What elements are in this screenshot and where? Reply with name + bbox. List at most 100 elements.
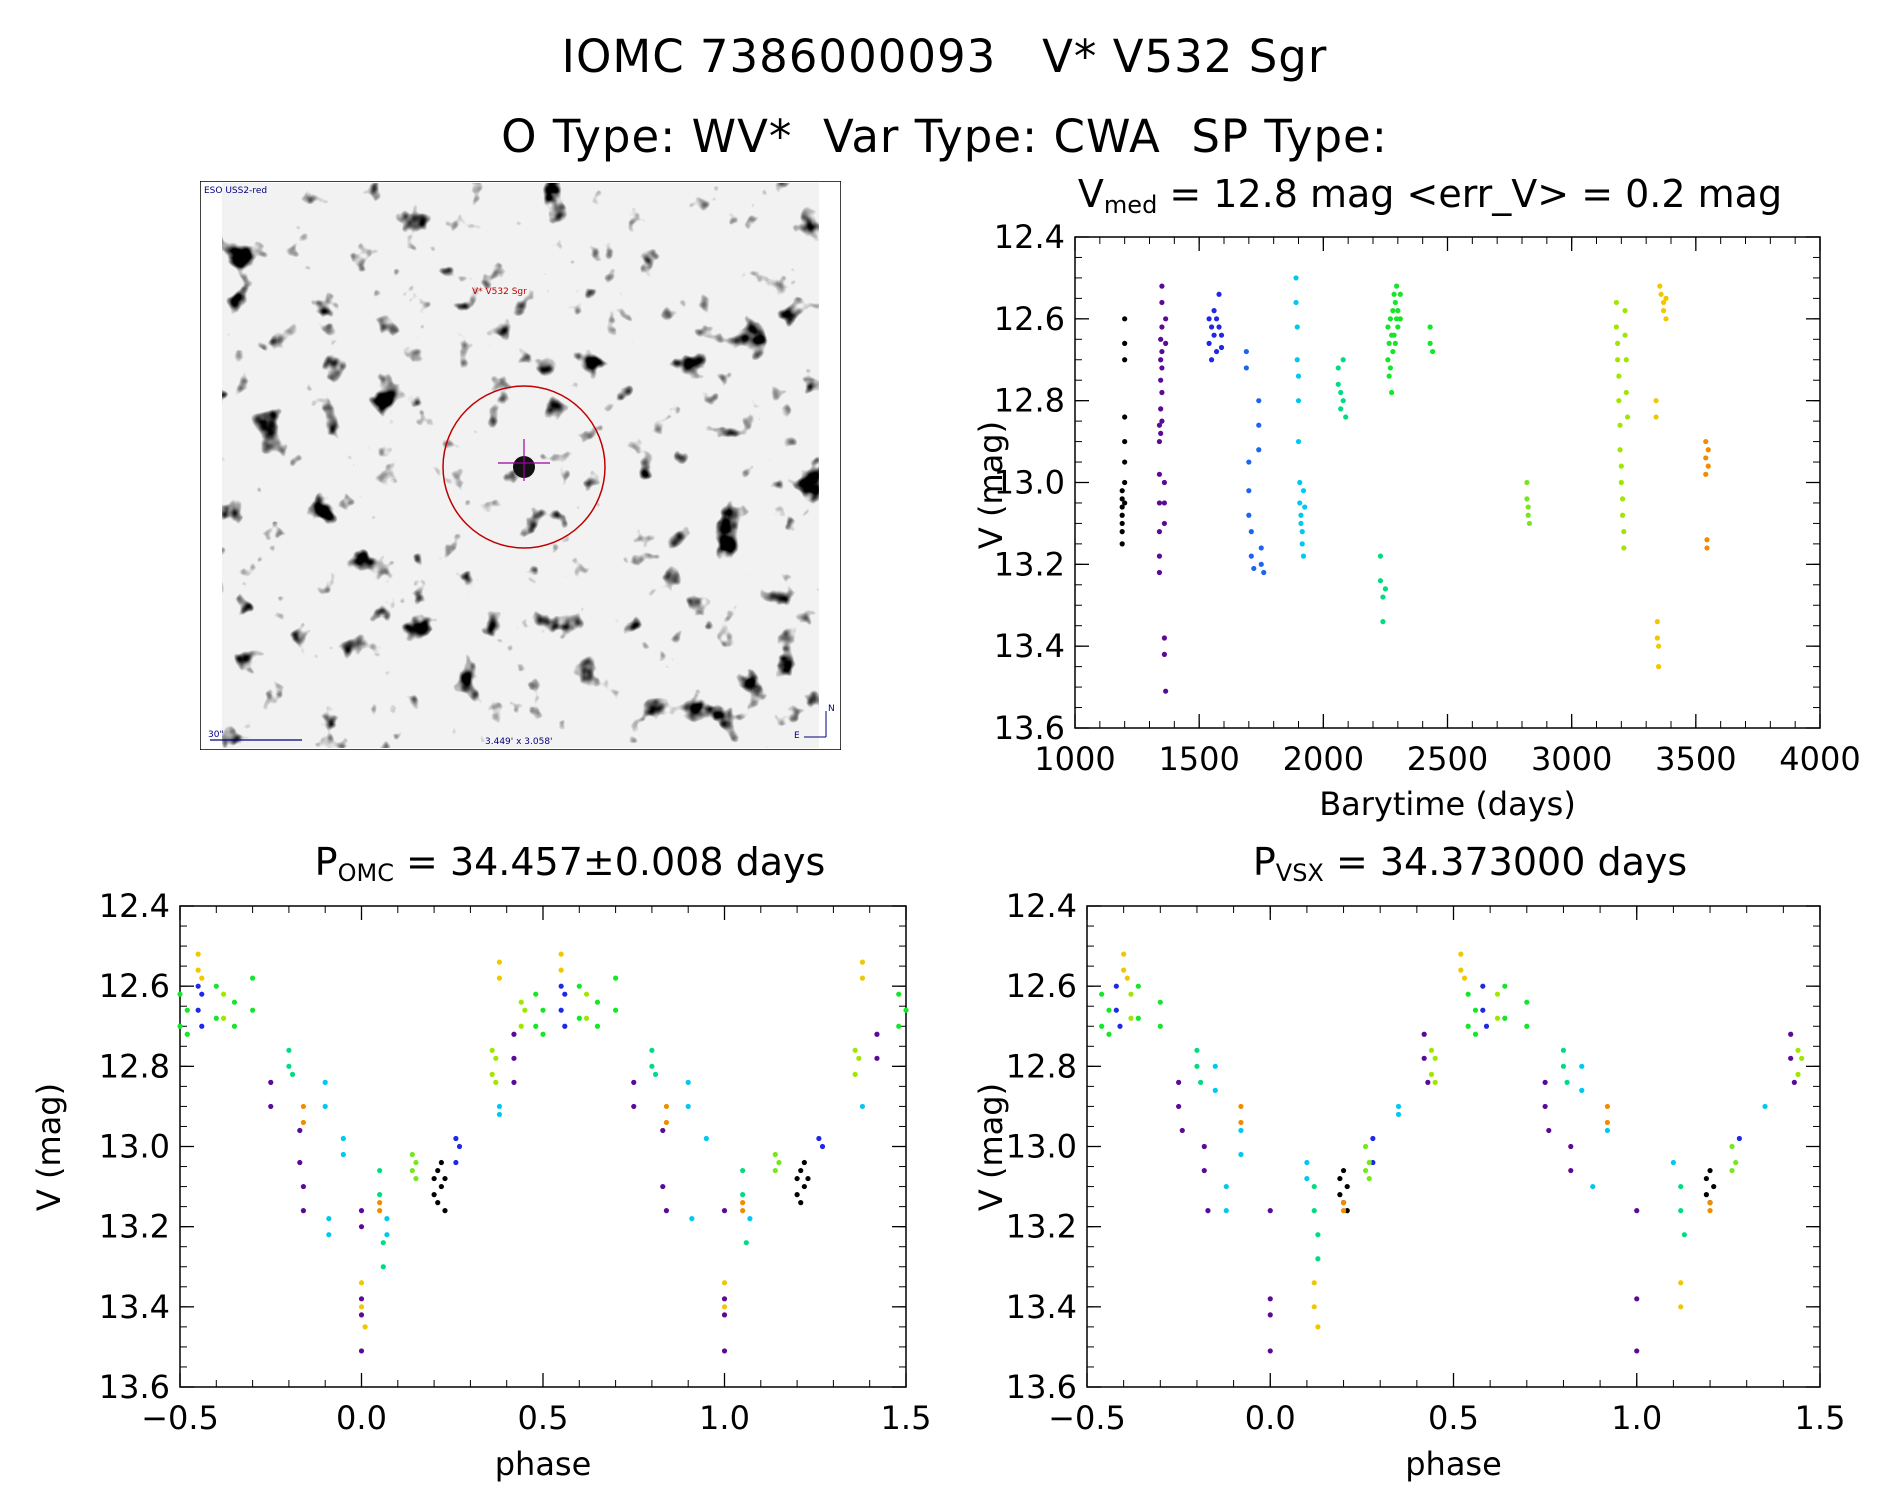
data-point <box>1579 1087 1585 1093</box>
data-point <box>1658 291 1664 297</box>
data-point <box>562 991 568 997</box>
y-tick-label: 12.8 <box>1006 1047 1077 1085</box>
data-point <box>1238 1127 1244 1134</box>
data-point <box>1176 1079 1182 1085</box>
data-point <box>300 1208 307 1214</box>
y-tick-label: 12.6 <box>99 967 170 1005</box>
data-point <box>1427 324 1433 330</box>
data-point <box>1542 1103 1548 1110</box>
data-point <box>1703 1192 1709 1198</box>
data-point <box>540 1031 546 1037</box>
data-point <box>1390 308 1396 314</box>
data-point <box>903 1007 909 1013</box>
data-point <box>1311 1183 1317 1190</box>
field-size-label: 3.449' x 3.058' <box>485 737 553 747</box>
x-tick-label: −0.5 <box>1048 1399 1126 1437</box>
x-tick-label: 1.5 <box>1795 1399 1846 1437</box>
data-point <box>1338 406 1344 412</box>
y-tick-label: 12.6 <box>994 300 1065 338</box>
x-tick-label: 3500 <box>1655 740 1736 778</box>
data-point <box>184 1007 190 1013</box>
data-point <box>1619 512 1626 518</box>
data-point <box>583 991 590 997</box>
data-point <box>1163 316 1169 322</box>
data-point <box>1156 422 1163 428</box>
data-point <box>297 1127 303 1134</box>
data-point <box>1461 975 1468 981</box>
data-point <box>852 1047 858 1053</box>
data-point <box>1158 406 1164 412</box>
data-point <box>1623 357 1629 363</box>
data-point <box>377 1200 383 1206</box>
data-point <box>1613 299 1619 306</box>
data-point <box>1707 1208 1713 1214</box>
data-point <box>1480 983 1486 989</box>
data-point <box>1390 348 1396 355</box>
data-point <box>195 951 201 957</box>
data-point <box>1678 1183 1684 1190</box>
data-point <box>1524 999 1530 1005</box>
data-point <box>195 983 201 989</box>
x-tick-label: 1.0 <box>1611 1399 1662 1437</box>
data-point <box>1362 1167 1369 1174</box>
data-point <box>1604 1103 1611 1110</box>
data-point <box>1297 500 1303 506</box>
data-point <box>1299 541 1305 547</box>
main-title: IOMC 7386000093 V* V532 Sgr <box>561 30 1328 83</box>
data-point <box>1362 1143 1369 1150</box>
data-point <box>1663 295 1669 301</box>
y-axis-label: V (mag) <box>972 1083 1010 1211</box>
x-tick-label: 1.0 <box>699 1399 750 1437</box>
x-tick-label: 0.0 <box>1245 1399 1296 1437</box>
plot-frame-1 <box>179 905 907 1388</box>
data-point <box>1568 1143 1574 1150</box>
data-point <box>1299 529 1305 535</box>
data-point <box>1208 324 1215 330</box>
data-point <box>1158 377 1164 383</box>
data-point <box>1223 1208 1229 1214</box>
data-point <box>1300 553 1307 559</box>
data-point <box>1206 340 1212 346</box>
x-axis-label: Barytime (days) <box>1319 785 1576 823</box>
data-point <box>1653 414 1659 420</box>
data-point <box>453 1135 459 1142</box>
data-point <box>1393 283 1400 289</box>
data-point <box>1119 529 1125 535</box>
plot-frame-2 <box>1086 905 1821 1388</box>
data-point <box>1380 594 1386 600</box>
data-point <box>322 1103 328 1110</box>
y-tick-label: 12.8 <box>99 1047 170 1085</box>
data-point <box>1238 1103 1244 1110</box>
data-point <box>1624 414 1631 420</box>
light-curve-title: Vmed = 12.8 mag <err_V> = 0.2 mag <box>1077 172 1783 219</box>
data-point <box>663 1208 670 1214</box>
data-point <box>1315 1232 1321 1238</box>
data-point <box>1729 1167 1735 1174</box>
data-point <box>1502 1015 1508 1021</box>
data-point <box>1122 414 1128 420</box>
data-point <box>1432 1079 1438 1085</box>
data-point <box>874 1055 880 1061</box>
y-tick-label: 13.6 <box>99 1368 170 1406</box>
data-point <box>1338 389 1344 396</box>
data-point <box>1494 991 1501 997</box>
data-point <box>1246 512 1252 518</box>
data-point <box>594 999 601 1005</box>
data-point <box>1546 1127 1552 1134</box>
data-point <box>1267 1208 1273 1214</box>
data-point <box>1258 545 1264 551</box>
data-point <box>1243 348 1249 355</box>
y-tick-label: 13.0 <box>99 1128 170 1166</box>
x-tick-label: 0.5 <box>1428 1399 1479 1437</box>
data-point <box>1099 1023 1105 1029</box>
data-point <box>1295 398 1302 404</box>
data-point <box>1494 1015 1501 1021</box>
data-point <box>1208 357 1215 363</box>
data-point <box>1621 545 1627 551</box>
data-point <box>1337 1175 1343 1182</box>
data-point <box>721 1304 728 1310</box>
data-point <box>1366 1175 1372 1182</box>
data-point <box>1707 1200 1713 1206</box>
data-point <box>1619 496 1626 502</box>
data-point <box>1298 512 1304 518</box>
